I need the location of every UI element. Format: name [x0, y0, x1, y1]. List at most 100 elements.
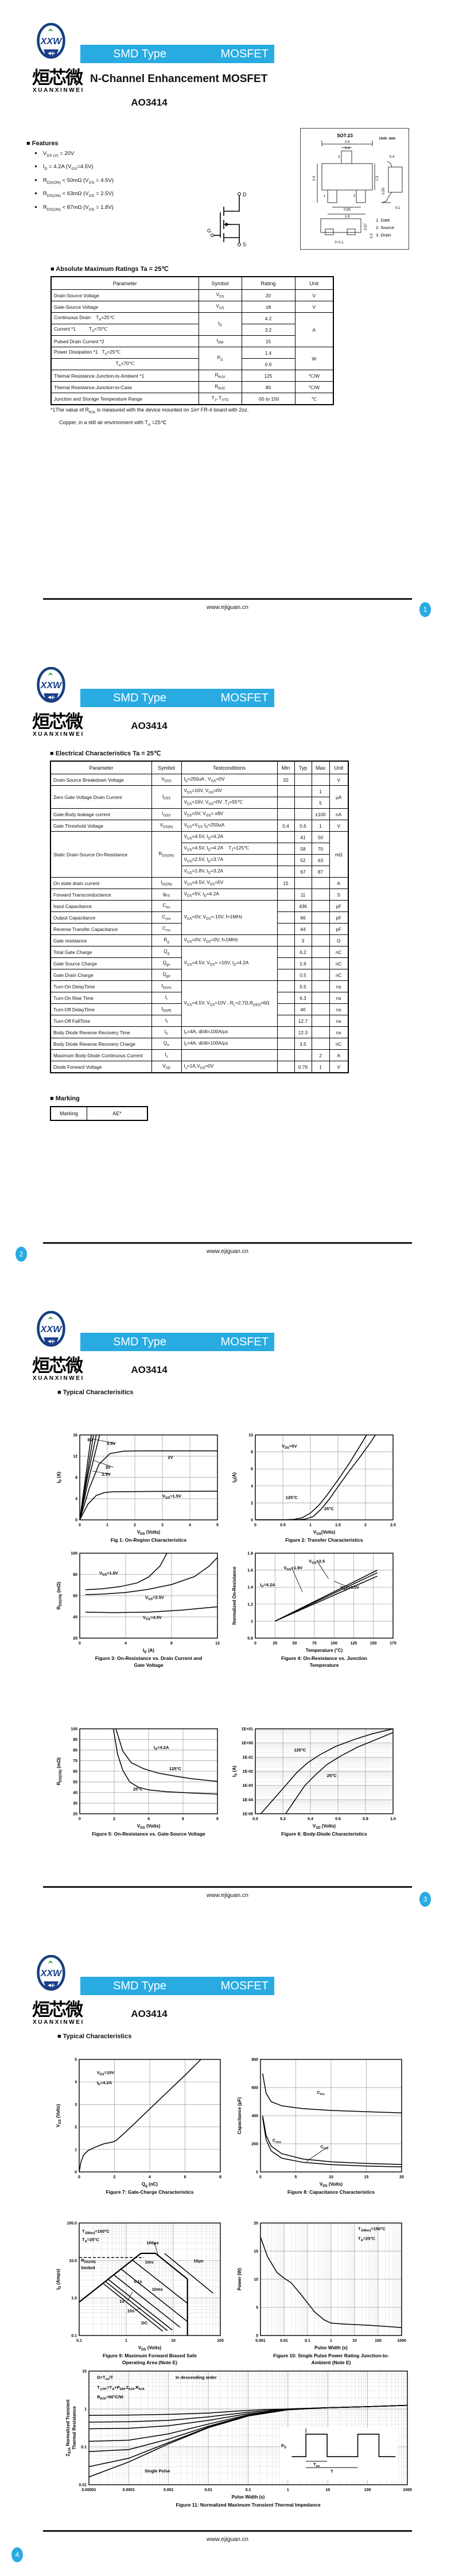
- y-tick-label: 3: [75, 2103, 77, 2107]
- x-tick-label: 4: [189, 1523, 191, 1527]
- table-cell: [277, 1061, 295, 1073]
- table-cell: [277, 1003, 295, 1015]
- x-tick-label: 8: [219, 2175, 221, 2179]
- chart-annotation: Coss: [273, 2137, 281, 2144]
- table-cell: 50: [311, 831, 330, 843]
- table-cell: ℃: [294, 393, 334, 405]
- series-VGS=2.5V: [274, 1572, 378, 1622]
- table-cell: IDM: [198, 335, 242, 347]
- y-tick-label: 80: [73, 1573, 77, 1577]
- inset-label: PD: [281, 2443, 286, 2450]
- table-cell: Is: [151, 1049, 182, 1061]
- table-cell: 58: [294, 843, 312, 855]
- table-cell: [277, 969, 295, 981]
- chart-annotation: DC: [141, 2320, 147, 2325]
- x-tick-label: 0.0: [252, 1817, 258, 1821]
- table-cell: [311, 957, 330, 969]
- features-section-title: ■ Features: [26, 140, 59, 147]
- marking-value-cell: AE*: [87, 1106, 148, 1121]
- table-cell: nC: [329, 969, 349, 981]
- table-cell: mΩ: [329, 831, 349, 878]
- y-tick-label: 5: [75, 2058, 77, 2062]
- table-cell: [294, 797, 312, 809]
- table-row: Turn-On DelayTime tD(on) VGS=4.5V, VDS=10V…: [50, 980, 349, 1027]
- table-row: TA=70℃ 0.9: [50, 358, 333, 370]
- typical-section-title: ■ Typical Characterisitics: [57, 1389, 134, 1396]
- table-cell: [311, 934, 330, 946]
- series-1ms: [132, 2259, 188, 2304]
- y-axis-label: Thermal Resistance: [72, 2406, 77, 2450]
- mosfet-pin-label: S: [243, 242, 246, 247]
- x-axis-label: VDS (Volts): [138, 2345, 162, 2352]
- banner-right-label: MOSFET: [220, 1979, 269, 1992]
- table-cell: ID(ON): [151, 877, 182, 889]
- chart-annotation: 10μs: [193, 2258, 203, 2263]
- banner-left-label: SMD Type: [113, 47, 166, 60]
- features-list: VDS (V) = 20V ID = 4.2A (VGS=4.5V) RDS(ON)…: [34, 150, 114, 218]
- y-tick-label: 800: [251, 2058, 258, 2062]
- series-VGS=3V: [79, 1434, 97, 1520]
- y-tick-label: 10: [254, 2278, 258, 2282]
- page-4: XXW 烜芯微 XUANXINWEI SMD Type MOSFET AO341…: [0, 1932, 455, 2576]
- x-tick-label: 0.1: [305, 2339, 310, 2343]
- column-header: Symbol: [151, 761, 182, 774]
- series-VGS=1.8V: [85, 1553, 168, 1590]
- table-cell: [311, 900, 330, 912]
- x-tick-label: 10: [171, 2339, 176, 2343]
- page-number-badge: 2: [15, 1247, 27, 1262]
- table-cell: 12.3: [294, 1026, 312, 1038]
- table-cell: [311, 1003, 330, 1015]
- x-tick-label: 4: [125, 1642, 127, 1646]
- table-cell: 0.5: [294, 969, 312, 981]
- y-tick-label: 80: [73, 1749, 77, 1753]
- chart-fig3: 0 4 8 12 20 40 60 80 100 ID (A) RDS(ON) (mΩ) VGS=1.…: [56, 1552, 220, 1669]
- table-cell: V: [329, 1061, 349, 1073]
- table-row: Gate resistance Rg VGS=0V, VDS=0V, f=1MHz 3…: [50, 934, 349, 946]
- table-cell: [311, 923, 330, 935]
- y-tick-label: 1: [75, 2148, 77, 2152]
- x-axis-label: ID (A): [143, 1648, 154, 1654]
- x-tick-label: 2: [134, 1523, 136, 1527]
- table-cell: VDS: [198, 289, 242, 301]
- table-row: Gate Threshold Voltage VGS(th) VDS=VGS ID=…: [50, 820, 349, 832]
- table-cell: ns: [329, 1015, 349, 1027]
- mosfet-pin-label: G: [207, 228, 211, 234]
- x-tick-label: 0.00001: [81, 2488, 96, 2492]
- table-cell: 3.2: [241, 324, 295, 336]
- footer-rule: [43, 1886, 412, 1888]
- banner-left-label: SMD Type: [113, 1979, 166, 1992]
- table-cell: 52: [294, 854, 312, 866]
- footer-url: www.ejiguan.cn: [207, 2536, 248, 2543]
- y-axis-label: Normalized On-Resistance: [232, 1566, 237, 1625]
- marking-section-title: ■ Marking: [50, 1095, 80, 1102]
- absmax-section-title: ■ Absolute Maximum Ratings Ta = 25℃: [50, 266, 169, 273]
- table-cell: ID: [198, 312, 242, 336]
- column-header: Unit: [294, 276, 334, 290]
- table-cell: 1.6: [294, 957, 312, 969]
- table-cell: Zero Gate Voltage Drain Current: [50, 785, 152, 809]
- document-title: N-Channel Enhancement MOSFET: [90, 73, 268, 85]
- table-cell: Body Diode Reverse Recovery Charge: [50, 1038, 152, 1050]
- banner-left-label: SMD Type: [113, 691, 166, 704]
- table-cell: VGS=0V, VDS=0V, f=1MHz: [181, 934, 278, 946]
- table-cell: [277, 911, 295, 924]
- x-tick-label: 8: [170, 1642, 173, 1646]
- table-cell: Qrr: [151, 1038, 182, 1050]
- table-cell: [277, 992, 295, 1004]
- table-cell: Static Drain-Source On-Resistance: [50, 831, 152, 878]
- x-tick-label: 100: [330, 1642, 337, 1646]
- x-tick-label: 0: [78, 2175, 80, 2179]
- page-header: XXW 烜芯微 XUANXINWEI SMD Type MOSFET: [0, 0, 455, 115]
- table-cell: Gate Threshold Voltage: [50, 820, 152, 832]
- x-tick-label: 1000: [397, 2339, 406, 2343]
- table-row: Body Diode Reverse Recovery Time trr IF=4A…: [50, 1026, 349, 1038]
- table-cell: IF=4A, di/dt=100A/μs: [181, 1026, 278, 1038]
- table-row: Power Dissipation *1 TA=25℃ PD 1.4 W: [50, 347, 334, 370]
- x-tick-label: 75: [312, 1642, 317, 1646]
- series-Crss: [262, 2117, 402, 2167]
- table-cell: pF: [329, 911, 349, 924]
- table-row: Turn-Off FallTime tf 12.7 ns: [50, 1015, 349, 1027]
- column-header: Min: [277, 761, 295, 774]
- table-row: Gate-Body leakage current IGSS VDS=0V, VGS…: [50, 808, 349, 820]
- logo-green-accent: [48, 672, 53, 676]
